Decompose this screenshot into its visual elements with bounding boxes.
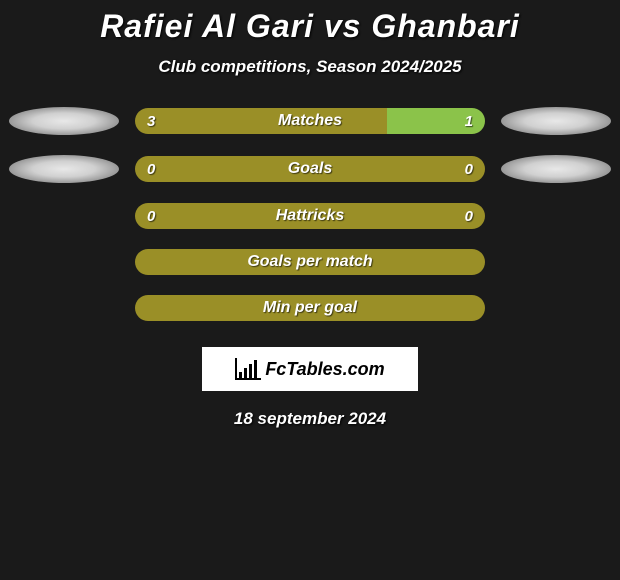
page-subtitle: Club competitions, Season 2024/2025 xyxy=(158,57,461,77)
stat-value-right: 1 xyxy=(465,108,473,134)
player-shadow-left xyxy=(9,107,119,135)
stats-rows: Matches31Goals00Hattricks00Goals per mat… xyxy=(0,107,620,321)
stat-bar: Hattricks0 0 xyxy=(135,203,485,229)
logo-text: FcTables.com xyxy=(265,359,384,380)
stat-bar: Goals0 0 xyxy=(135,156,485,182)
fctables-logo: FcTables.com xyxy=(202,347,418,391)
stat-bar: Matches3 1 xyxy=(135,108,485,134)
stat-value-left: 0 xyxy=(147,156,155,182)
date-text: 18 september 2024 xyxy=(234,409,386,429)
stat-bar: Min per goal xyxy=(135,295,485,321)
stat-label: Matches xyxy=(135,108,485,134)
player-shadow-left xyxy=(9,155,119,183)
stat-label: Goals xyxy=(135,156,485,182)
stat-row: Matches3 1 xyxy=(0,107,620,135)
page-title: Rafiei Al Gari vs Ghanbari xyxy=(100,8,520,45)
stat-row: Min per goal xyxy=(0,295,620,321)
stat-value-left: 3 xyxy=(147,108,155,134)
player-shadow-right xyxy=(501,155,611,183)
stat-row: Goals0 0 xyxy=(0,155,620,183)
stat-bar: Goals per match xyxy=(135,249,485,275)
stat-value-right: 0 xyxy=(465,156,473,182)
stat-value-right: 0 xyxy=(465,203,473,229)
stat-label: Goals per match xyxy=(135,249,485,275)
stat-value-left: 0 xyxy=(147,203,155,229)
bar-chart-icon xyxy=(235,358,261,380)
stat-label: Hattricks xyxy=(135,203,485,229)
stat-row: Hattricks0 0 xyxy=(0,203,620,229)
player-shadow-right xyxy=(501,107,611,135)
stat-row: Goals per match xyxy=(0,249,620,275)
stat-label: Min per goal xyxy=(135,295,485,321)
